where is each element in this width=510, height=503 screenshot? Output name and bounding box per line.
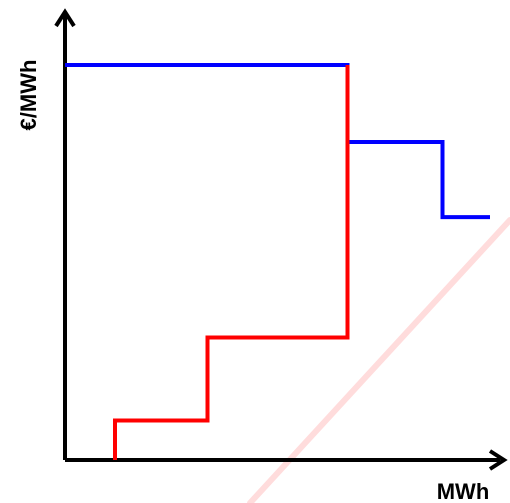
x-axis-arrow-icon — [488, 449, 508, 471]
axes — [54, 8, 508, 471]
blue-step-series-line — [65, 63, 490, 220]
y-axis-arrow-icon — [54, 8, 76, 28]
watermark-stroke — [247, 217, 510, 503]
y-axis-label: €/MWh — [16, 60, 41, 131]
red-step-series-line — [113, 65, 350, 460]
x-axis-label: MWh — [437, 479, 490, 503]
series-layer — [65, 63, 490, 460]
